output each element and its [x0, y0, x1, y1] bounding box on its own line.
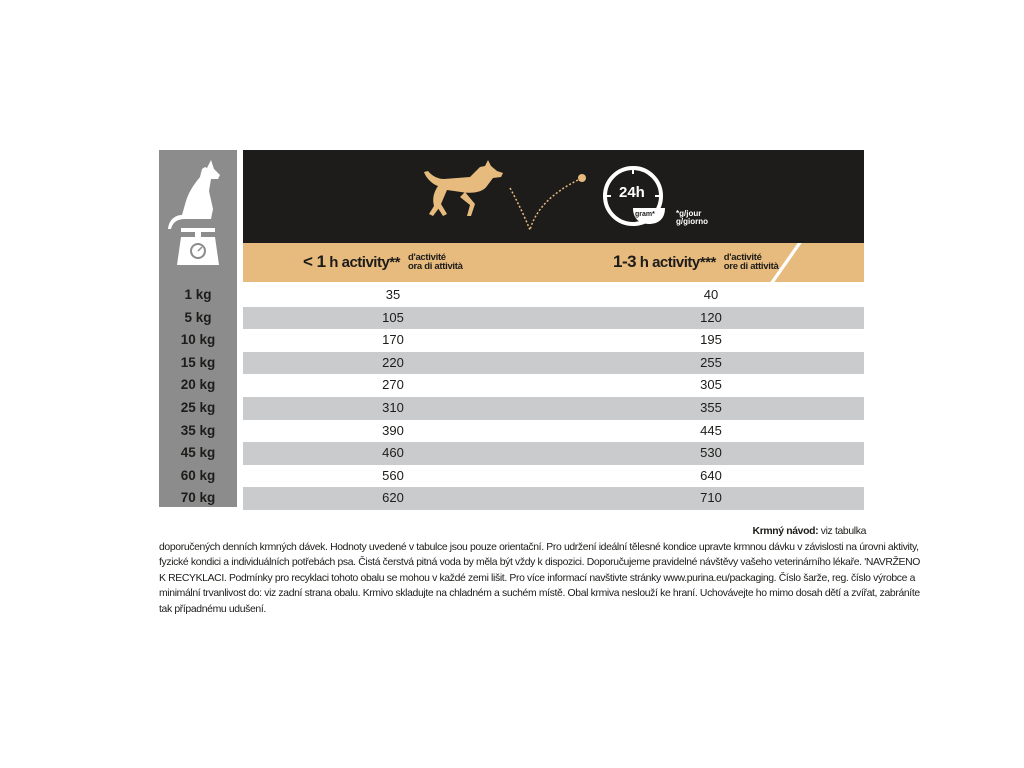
low-activity-grams: 170	[382, 332, 404, 348]
high-activity-grams: 355	[700, 399, 722, 415]
ball-bounce-icon	[509, 174, 586, 233]
weight-label: 60 kg	[180, 467, 216, 483]
running-dog-icon	[424, 160, 503, 216]
high-activity-grams: 640	[700, 467, 722, 483]
activity-high-sub-it: ore di attività	[723, 261, 779, 272]
high-activity-grams: 255	[700, 354, 722, 370]
activity-low-header: < 1 h activity** d'activité ora di attivi…	[303, 252, 463, 272]
table-row: 10 kg 170 195	[159, 329, 864, 352]
table-row: 70 kg 620 710	[159, 487, 864, 510]
row-cells: 620 710	[243, 487, 864, 510]
feeding-table: 1 kg 35 40 5 kg 105 120 10 kg 170 195 15 kg 220 255…	[159, 284, 864, 510]
row-cells: 170 195	[243, 329, 864, 352]
activity-header-bar: < 1 h activity** d'activité ora di attivi…	[243, 243, 864, 282]
feeding-note: Krmný návod: viz tabulka doporučených de…	[159, 524, 920, 618]
low-activity-grams: 310	[382, 399, 404, 415]
high-activity-grams: 305	[700, 377, 722, 393]
table-row: 60 kg 560 640	[159, 465, 864, 488]
activity-low-suffix: h activity**	[325, 254, 400, 271]
table-row: 20 kg 270 305	[159, 374, 864, 397]
note-line: doporučených denních krmných dávek. Hodn…	[159, 541, 919, 553]
high-activity-grams: 40	[703, 287, 719, 302]
activity-high-sub-fr: d'activité	[723, 252, 762, 263]
weight-label: 5 kg	[184, 309, 212, 325]
weight-label: 10 kg	[180, 332, 216, 348]
bowl-label: gram*	[635, 211, 655, 218]
weight-column	[159, 150, 237, 507]
activity-low-sub-it: ora di attività	[407, 261, 463, 272]
table-row: 25 kg 310 355	[159, 396, 864, 420]
row-cells: 310 355	[243, 396, 864, 420]
clock-24h-bowl-icon	[603, 166, 665, 226]
note-line: fyzické kondici a individuálních potřebá…	[159, 557, 920, 569]
row-cells: 560 640	[243, 465, 864, 488]
weight-label: 1 kg	[184, 287, 212, 302]
unit-note-giorno: g/giorno	[676, 217, 708, 226]
activity-high-header: 1-3 h activity*** d'activité ore di attiv…	[613, 252, 779, 272]
weight-label: 20 kg	[180, 377, 216, 393]
note-title: Krmný návod:	[752, 526, 819, 537]
activity-low-prefix: < 1	[303, 252, 326, 271]
high-activity-grams: 530	[700, 445, 722, 461]
table-row: 1 kg 35 40	[159, 284, 864, 307]
activity-high-suffix: h activity***	[636, 254, 717, 271]
unit-note-jour: *g/jour	[676, 209, 702, 218]
low-activity-grams: 105	[382, 309, 404, 325]
row-cells: 105 120	[243, 306, 864, 330]
table-row: 35 kg 390 445	[159, 420, 864, 443]
low-activity-grams: 35	[385, 287, 401, 302]
activity-low-sub-fr: d'activité	[407, 252, 446, 263]
low-activity-grams: 270	[382, 377, 404, 393]
header-banner: 24h gram* *g/jour g/giorno	[243, 150, 864, 243]
high-activity-grams: 445	[700, 422, 722, 438]
weight-label: 70 kg	[180, 490, 216, 506]
row-cells: 270 305	[243, 374, 864, 397]
high-activity-grams: 710	[700, 490, 722, 506]
high-activity-grams: 195	[700, 332, 722, 348]
weight-label: 45 kg	[180, 445, 216, 461]
note-line: K RECYKLACI. Podmínky pro recyklaci toho…	[159, 572, 916, 584]
low-activity-grams: 390	[382, 422, 404, 438]
low-activity-grams: 560	[382, 467, 404, 483]
low-activity-grams: 220	[382, 354, 404, 370]
row-cells: 35 40	[243, 284, 864, 307]
low-activity-grams: 460	[382, 445, 404, 461]
weight-label: 15 kg	[180, 354, 216, 370]
high-activity-grams: 120	[700, 309, 722, 325]
weight-label: 25 kg	[180, 399, 216, 415]
row-cells: 390 445	[243, 420, 864, 443]
note-line: tak případnému udušení.	[159, 603, 266, 615]
activity-high-prefix: 1-3	[613, 252, 637, 271]
clock-label: 24h	[619, 184, 645, 201]
row-cells: 220 255	[243, 351, 864, 375]
weight-label: 35 kg	[180, 422, 216, 438]
table-row: 5 kg 105 120	[159, 306, 864, 330]
note-title-rest: viz tabulka	[818, 526, 867, 537]
row-cells: 460 530	[243, 442, 864, 465]
table-row: 15 kg 220 255	[159, 351, 864, 375]
table-row: 45 kg 460 530	[159, 442, 864, 465]
note-line: minimální trvanlivost do: viz zadní stra…	[159, 588, 920, 600]
low-activity-grams: 620	[382, 490, 404, 506]
dog-on-scale-icon	[168, 160, 220, 265]
